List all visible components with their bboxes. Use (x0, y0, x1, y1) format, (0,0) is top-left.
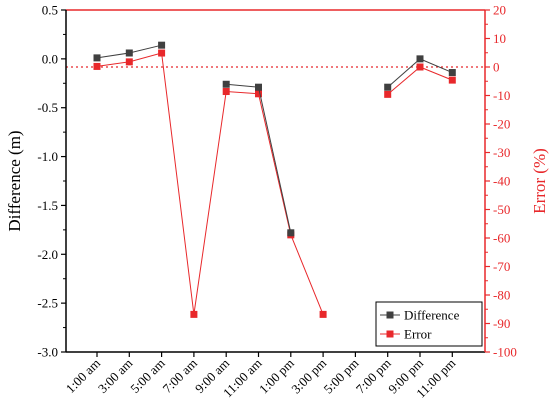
left-tick-label: -1.5 (37, 198, 58, 213)
left-tick-label: -0.5 (37, 100, 58, 115)
legend-label-error: Error (404, 327, 432, 342)
left-tick-label: -2.0 (37, 247, 58, 262)
difference-point (125, 49, 133, 57)
error-line (96, 52, 324, 315)
right-tick-label: -10 (493, 88, 510, 103)
legend-marker-difference (386, 311, 394, 319)
right-tick-label: -70 (493, 259, 510, 274)
error-point (125, 58, 133, 66)
error-point (448, 76, 456, 84)
x-tick-label: 5:00 pm (321, 356, 362, 397)
error-line (387, 66, 453, 95)
error-point (319, 310, 327, 318)
right-tick-label: -40 (493, 174, 510, 189)
x-tick-label: 1:00 am (63, 356, 103, 396)
x-tick-label: 7:00 am (160, 356, 200, 396)
right-tick-label: 10 (493, 31, 506, 46)
right-tick-label: 20 (493, 3, 506, 18)
difference-line (226, 83, 292, 233)
right-tick-label: -60 (493, 231, 510, 246)
x-tick-label: 3:00 am (95, 356, 135, 396)
right-tick-label: -90 (493, 316, 510, 331)
left-tick-label: 0.0 (42, 51, 58, 66)
error-point (416, 63, 424, 71)
legend-label-difference: Difference (404, 308, 460, 323)
error-point (384, 90, 392, 98)
error-point (190, 310, 198, 318)
difference-point (158, 41, 166, 49)
left-tick-label: -2.5 (37, 296, 58, 311)
difference-point (222, 80, 230, 88)
left-tick-label: -3.0 (37, 345, 58, 360)
x-tick-label: 1:00 pm (256, 356, 297, 397)
x-tick-label: 3:00 pm (288, 356, 329, 397)
right-tick-label: -100 (493, 345, 517, 360)
left-tick-label: -1.0 (37, 149, 58, 164)
error-point (93, 62, 101, 70)
right-tick-label: -30 (493, 145, 510, 160)
difference-point (287, 229, 295, 237)
difference-point (384, 83, 392, 91)
difference-point (416, 55, 424, 63)
left-axis-title: Difference (m) (5, 130, 24, 231)
left-tick-label: 0.5 (42, 3, 58, 18)
error-point (222, 88, 230, 96)
difference-point (93, 54, 101, 62)
right-tick-label: -20 (493, 117, 510, 132)
right-tick-label: -80 (493, 288, 510, 303)
difference-point (448, 69, 456, 77)
legend-box (375, 301, 483, 347)
right-tick-label: 0 (493, 60, 500, 75)
difference-point (255, 83, 262, 91)
right-axis-title: Error (%) (530, 148, 549, 214)
error-point (158, 49, 166, 57)
difference-line (387, 58, 453, 88)
right-tick-label: -50 (493, 202, 510, 217)
error-point (255, 90, 262, 98)
x-tick-label: 5:00 am (127, 356, 167, 396)
legend-marker-error (386, 330, 394, 338)
x-tick-label: 7:00 pm (353, 356, 394, 397)
